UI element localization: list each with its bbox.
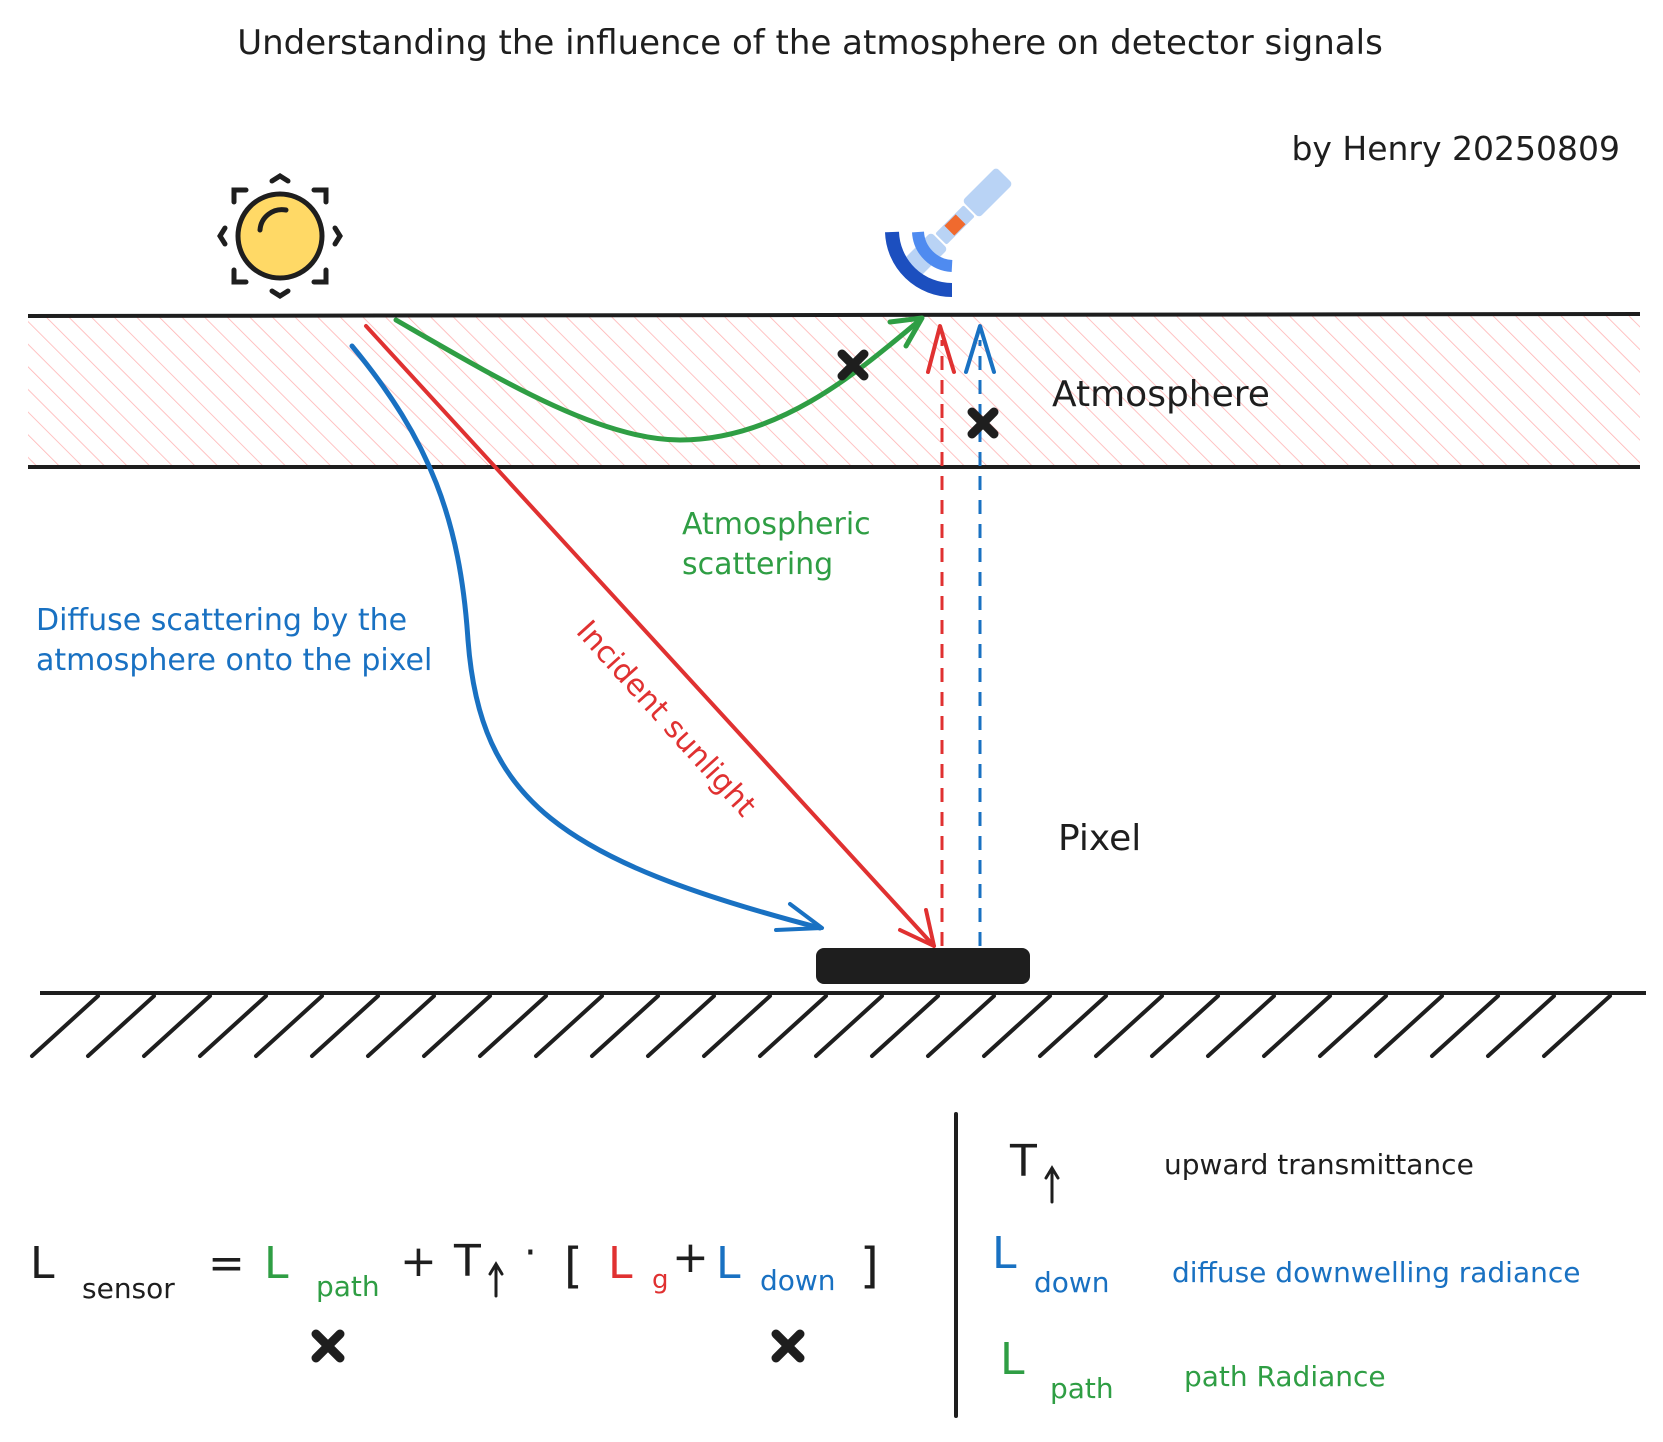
atmospheric-scattering-arrowhead [887, 315, 925, 349]
ground-hatch-stroke [926, 994, 996, 1058]
eq-x-mark-1 [311, 1329, 345, 1363]
ground-hatch-stroke [478, 994, 548, 1058]
eq-plus-2: + [672, 1232, 709, 1283]
satellite-icon [898, 168, 1012, 282]
atmosphere-label: Atmosphere [1052, 374, 1270, 415]
atmospheric-scattering-label-1: Atmospheric [682, 507, 871, 542]
ground-hatch-stroke [702, 994, 772, 1058]
eq-L-sensor: L [30, 1238, 55, 1289]
ground-hatch-stroke [86, 994, 156, 1058]
diagram-title: Understanding the influence of the atmos… [237, 23, 1383, 63]
ground-hatch-stroke [198, 994, 268, 1058]
ground-hatch-stroke [310, 994, 380, 1058]
ground-hatching [30, 994, 1612, 1058]
atmosphere-top-line [27, 312, 1641, 318]
eq-close-bracket: ] [860, 1238, 879, 1294]
ground-hatch-stroke [366, 994, 436, 1058]
eq-g-subscript: g [652, 1265, 669, 1295]
ground-hatch-stroke [1430, 994, 1500, 1058]
eq-L-path: L [264, 1238, 289, 1289]
legend-L-path-symbol: L [1000, 1334, 1025, 1385]
atmosphere-band [28, 316, 1640, 466]
diffuse-scattering-arrowhead [774, 902, 824, 932]
ground-hatch-stroke [1318, 994, 1388, 1058]
ground-hatch-stroke [30, 994, 100, 1058]
legend-item-path: L path path Radiance [1000, 1334, 1386, 1405]
eq-sensor-subscript: sensor [82, 1272, 175, 1305]
ground-hatch-stroke [870, 994, 940, 1058]
ground-hatch-stroke [422, 994, 492, 1058]
ground-hatch-stroke [758, 994, 828, 1058]
legend-item-transmittance: T upward transmittance [1009, 1136, 1474, 1204]
ground-hatch-stroke [982, 994, 1052, 1058]
ground-hatch-stroke [254, 994, 324, 1058]
author-label: by Henry 20250809 [1291, 129, 1620, 168]
legend-up-arrow-icon [1044, 1165, 1060, 1204]
legend-L-down-symbol: L [992, 1228, 1017, 1279]
ground-hatch-stroke [1094, 994, 1164, 1058]
eq-open-bracket: [ [564, 1238, 583, 1294]
blocked-x-mark-1 [837, 349, 869, 381]
incident-sunlight-arrowhead [898, 908, 936, 948]
ground-hatch-stroke [1486, 994, 1556, 1058]
ground-hatch-stroke [590, 994, 660, 1058]
legend-item-down: L down diffuse downwelling radiance [992, 1228, 1581, 1299]
sun-icon [217, 173, 343, 299]
eq-plus-1: + [400, 1236, 437, 1287]
legend: T upward transmittance L down diffuse do… [992, 1136, 1581, 1405]
diffuse-label-2: atmosphere onto the pixel [36, 643, 432, 678]
eq-path-subscript: path [316, 1270, 380, 1303]
ground-hatch-stroke [1038, 994, 1108, 1058]
ground-hatch-stroke [1150, 994, 1220, 1058]
ground-hatch-stroke [1206, 994, 1276, 1058]
legend-T-symbol: T [1009, 1136, 1037, 1187]
eq-down-subscript: down [760, 1264, 836, 1297]
legend-transmittance-text: upward transmittance [1164, 1148, 1474, 1181]
eq-x-mark-2 [771, 1329, 805, 1363]
ground-hatch-stroke [814, 994, 884, 1058]
legend-path-subscript: path [1050, 1372, 1114, 1405]
blocked-x-mark-2 [967, 407, 999, 439]
eq-up-arrow-icon [488, 1261, 504, 1298]
ground-hatch-stroke [1374, 994, 1444, 1058]
reflected-red-arrowhead [926, 324, 956, 374]
ground-hatch-stroke [142, 994, 212, 1058]
legend-down-text: diffuse downwelling radiance [1172, 1256, 1581, 1289]
eq-L-g: L [608, 1238, 633, 1289]
legend-down-subscript: down [1034, 1266, 1110, 1299]
pixel-label: Pixel [1058, 818, 1141, 859]
incident-sunlight-label: Incident sunlight [569, 614, 763, 824]
ground-hatch-stroke [1262, 994, 1332, 1058]
ground-hatch-stroke [646, 994, 716, 1058]
eq-T: T [453, 1236, 481, 1287]
reflected-blue-arrowhead [964, 324, 996, 374]
eq-equals: = [208, 1238, 245, 1289]
sensor-equation: L sensor = L path + T · [ L g + L down ] [30, 1230, 879, 1305]
signal-waves-icon [885, 231, 953, 297]
eq-L-down: L [716, 1238, 741, 1289]
diffuse-label-1: Diffuse scattering by the [36, 603, 407, 638]
atmospheric-scattering-label-2: scattering [682, 547, 833, 582]
eq-dot: · [524, 1230, 537, 1276]
legend-path-text: path Radiance [1184, 1360, 1386, 1393]
diffuse-scattering-ray [349, 343, 823, 931]
incident-sunlight-ray [364, 324, 936, 948]
ground-hatch-stroke [534, 994, 604, 1058]
pixel-block [816, 948, 1030, 984]
ground-hatch-stroke [1542, 994, 1612, 1058]
